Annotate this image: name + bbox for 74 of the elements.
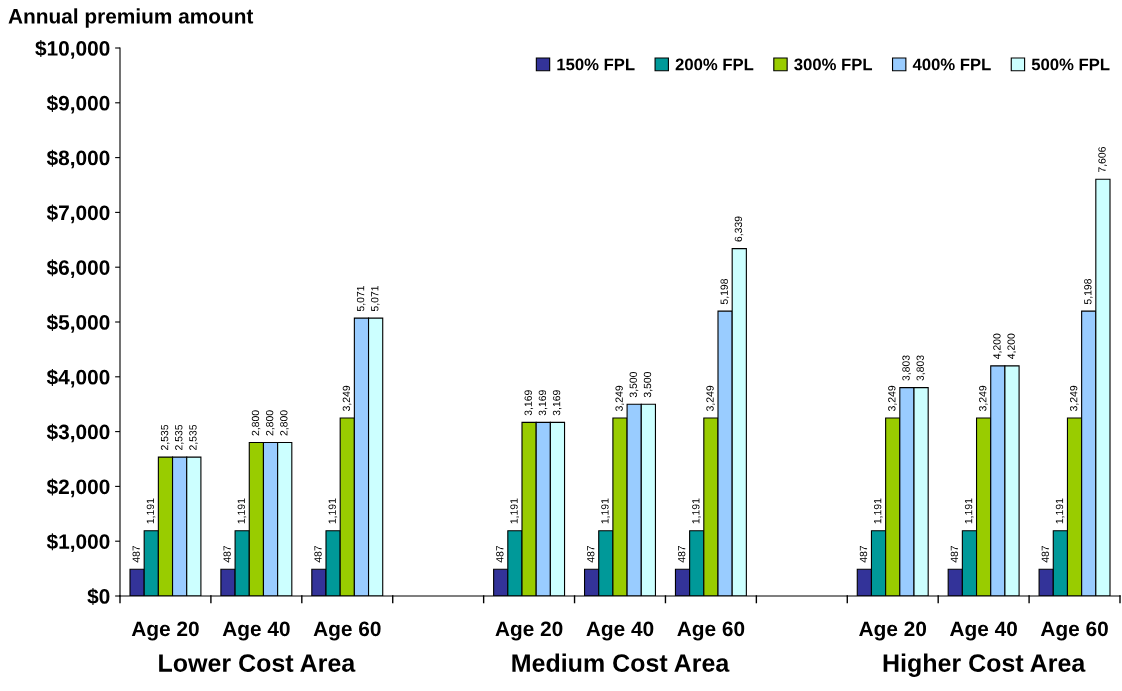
x-tick-label: Age 40 xyxy=(586,621,654,641)
y-tick-label: $10,000 xyxy=(35,40,110,59)
data-label: 487 xyxy=(223,545,231,563)
legend-label: 300% FPL xyxy=(794,58,873,71)
data-label: 3,249 xyxy=(888,385,897,411)
y-tick-label: $3,000 xyxy=(46,423,110,443)
data-label: 1,191 xyxy=(510,498,519,524)
data-label: 1,191 xyxy=(1055,498,1065,524)
data-label: 4,200 xyxy=(1007,333,1017,360)
data-label: 5,198 xyxy=(720,278,730,305)
data-label: 1,191 xyxy=(692,498,701,524)
legend-label: 200% FPL xyxy=(675,58,754,71)
data-label: 2,535 xyxy=(160,424,170,450)
text: Higher Cost Area xyxy=(883,653,1086,677)
x-tick-label: Age 20 xyxy=(131,621,199,641)
y-axis-title: Annual premium amount xyxy=(8,8,254,28)
legend-label: 400% FPL xyxy=(912,58,991,71)
legend-label: 150% FPL xyxy=(557,58,635,71)
data-label: 2,535 xyxy=(189,424,198,450)
data-label: 487 xyxy=(314,545,322,563)
data-label: 1,191 xyxy=(601,498,610,524)
y-tick-label: $6,000 xyxy=(46,259,110,278)
y-tick-label: $8,000 xyxy=(46,149,110,169)
data-label: 3,803 xyxy=(916,355,926,381)
data-label: 1,191 xyxy=(146,498,156,524)
data-label: 7,606 xyxy=(1098,147,1107,173)
y-tick-label: $1,000 xyxy=(46,533,110,552)
y-tick-label: $0 xyxy=(87,588,110,606)
x-tick-label: Age 60 xyxy=(677,621,745,641)
data-label: 3,500 xyxy=(629,371,639,398)
legend-label: 500% FPL xyxy=(1031,58,1110,71)
data-label: 1,191 xyxy=(964,498,974,524)
x-tick-label: Age 20 xyxy=(495,621,563,641)
y-tick-label: $5,000 xyxy=(46,314,110,333)
y-tick-label: $2,000 xyxy=(46,478,110,498)
data-label: 2,535 xyxy=(175,424,184,450)
data-label: 3,169 xyxy=(524,390,534,416)
x-tick-label: Age 60 xyxy=(313,621,381,641)
data-label: 487 xyxy=(132,545,140,563)
y-tick-label: $7,000 xyxy=(46,204,110,224)
x-tick-label: Age 40 xyxy=(222,621,290,641)
x-tick-label: Age 60 xyxy=(1040,621,1108,641)
data-label: 487 xyxy=(859,545,868,563)
data-label: 487 xyxy=(950,545,959,563)
data-label: 5,071 xyxy=(356,285,366,312)
data-label: 5,198 xyxy=(1084,278,1093,305)
data-label: 3,249 xyxy=(615,385,625,411)
data-label: 3,249 xyxy=(706,385,715,411)
data-label: 2,800 xyxy=(265,410,275,436)
y-tick-label: $9,000 xyxy=(46,94,110,114)
data-label: 3,500 xyxy=(643,371,653,398)
y-tick-label: $4,000 xyxy=(46,368,110,388)
data-label: 3,803 xyxy=(902,355,911,381)
data-label: 3,169 xyxy=(552,390,562,416)
data-label: 1,191 xyxy=(237,498,247,524)
data-label: 3,249 xyxy=(1069,385,1079,411)
data-label: 4,200 xyxy=(993,333,1002,360)
text: Medium Cost Area xyxy=(512,653,730,672)
data-label: 3,249 xyxy=(979,385,988,411)
x-tick-label: Age 40 xyxy=(950,621,1017,641)
data-label: 2,800 xyxy=(251,410,261,436)
text: Lower Cost Area xyxy=(159,654,356,672)
data-label: 6,339 xyxy=(734,216,744,242)
data-label: 2,800 xyxy=(280,410,289,436)
data-label: 1,191 xyxy=(328,498,338,524)
x-tick-label: Age 20 xyxy=(859,621,927,641)
data-label: 3,249 xyxy=(342,385,352,411)
data-label: 487 xyxy=(587,545,595,563)
data-label: 3,169 xyxy=(538,390,548,416)
data-label: 487 xyxy=(677,545,686,563)
data-label: 487 xyxy=(1041,545,1049,563)
data-label: 5,071 xyxy=(371,285,380,312)
data-label: 1,191 xyxy=(873,498,883,524)
data-label: 487 xyxy=(496,545,504,563)
